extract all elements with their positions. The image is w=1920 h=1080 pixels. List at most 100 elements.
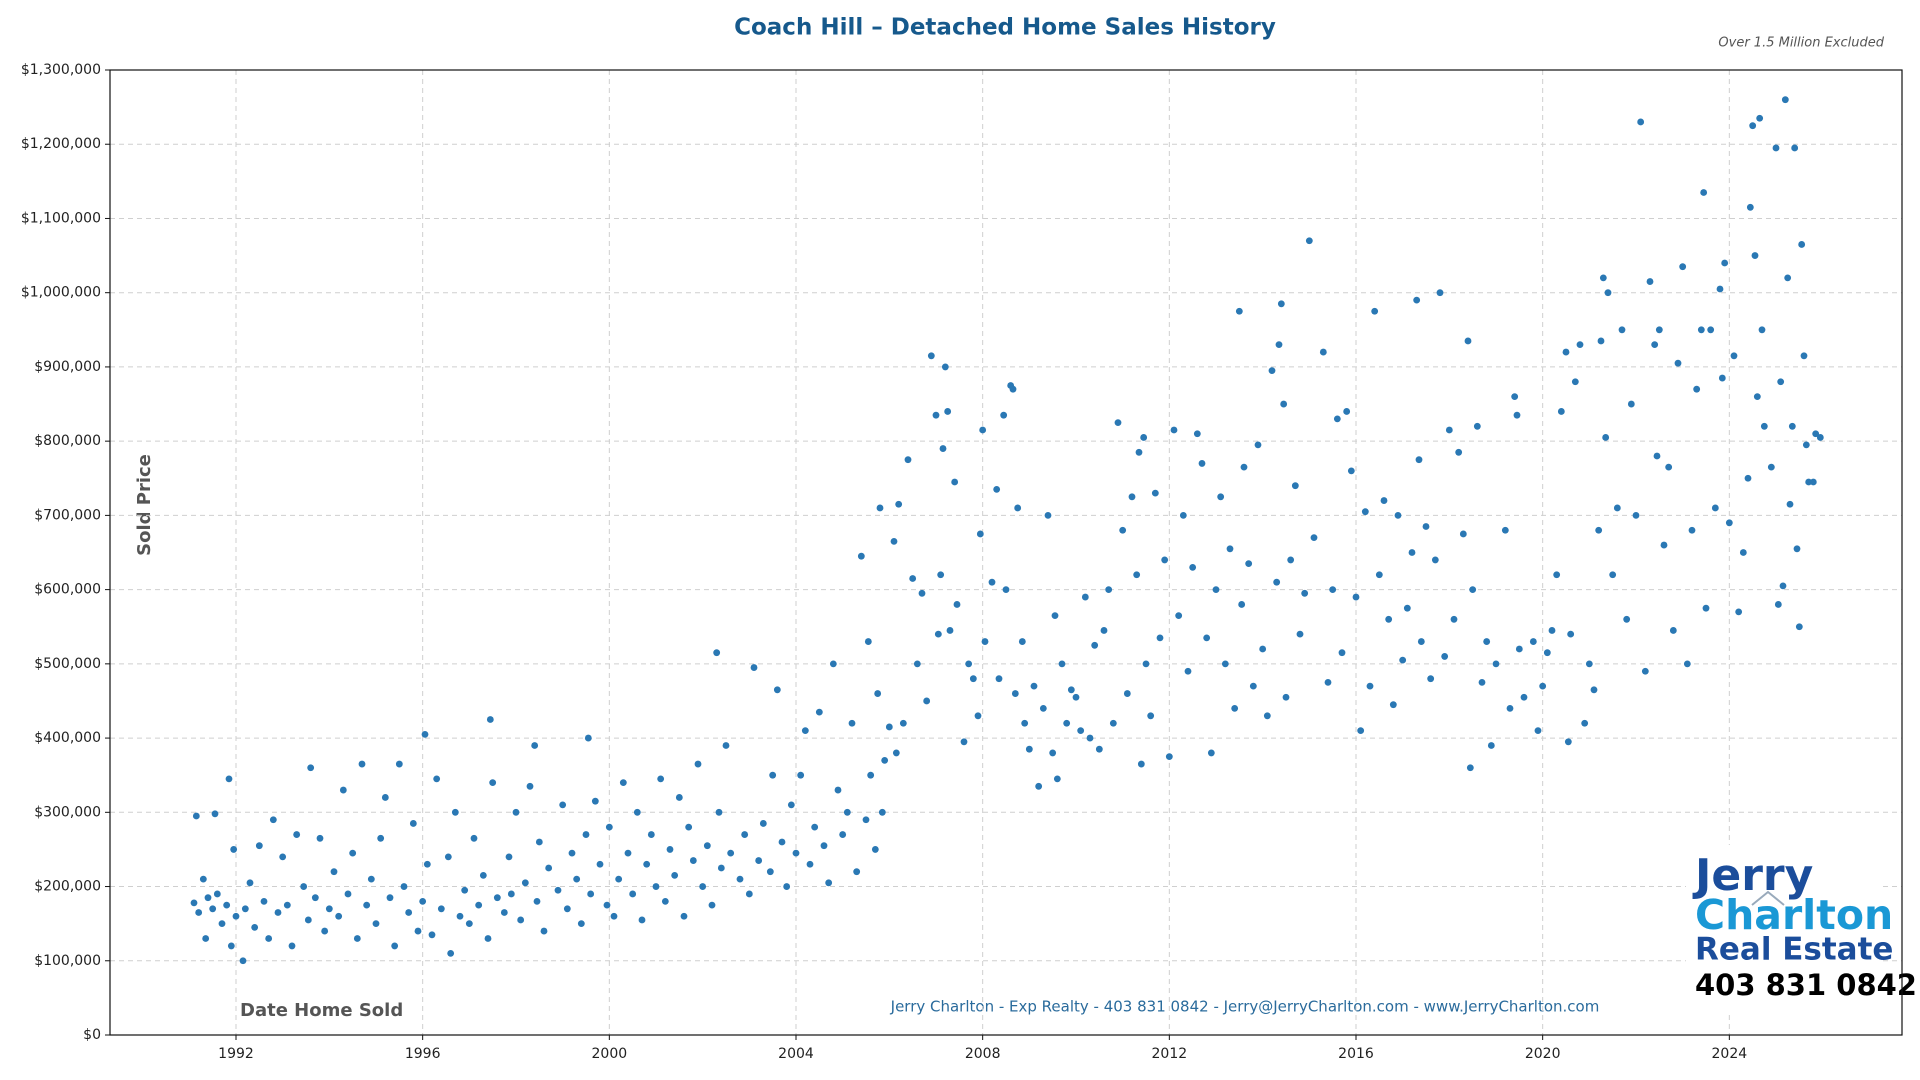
- point: [1207, 749, 1215, 757]
- point: [325, 905, 333, 913]
- y-tick-label: $500,000: [34, 656, 101, 672]
- footer: Jerry Charlton - Exp Realty - 403 831 08…: [890, 998, 1600, 1016]
- point: [923, 697, 931, 705]
- point: [934, 630, 942, 638]
- point: [1529, 638, 1537, 645]
- point: [288, 942, 296, 950]
- point: [484, 935, 492, 942]
- point: [507, 890, 515, 898]
- point: [1347, 467, 1355, 475]
- point: [225, 775, 233, 783]
- point: [568, 849, 576, 857]
- point: [395, 760, 403, 768]
- point: [246, 879, 254, 887]
- point: [629, 890, 637, 898]
- point: [1151, 489, 1159, 497]
- point: [1809, 478, 1817, 486]
- point: [1721, 259, 1729, 267]
- point: [227, 942, 235, 950]
- point: [1653, 452, 1661, 460]
- x-tick-label: 2016: [1338, 1046, 1374, 1062]
- point: [937, 571, 945, 579]
- point: [685, 823, 693, 831]
- point: [1487, 742, 1495, 749]
- x-tick-label: 1996: [405, 1046, 441, 1062]
- point: [559, 801, 567, 809]
- point: [615, 875, 623, 883]
- point: [1774, 601, 1782, 608]
- point: [1735, 608, 1743, 616]
- point: [577, 920, 585, 928]
- point: [1543, 649, 1551, 657]
- point: [722, 742, 730, 749]
- point: [358, 760, 366, 768]
- point: [1137, 760, 1145, 768]
- point: [890, 537, 898, 545]
- point: [892, 749, 900, 757]
- point: [1254, 441, 1262, 449]
- point: [1305, 237, 1313, 245]
- point: [1595, 526, 1603, 534]
- point: [1263, 712, 1271, 720]
- point: [1674, 359, 1682, 367]
- point: [1338, 649, 1346, 657]
- point: [666, 846, 674, 853]
- point: [1165, 753, 1173, 761]
- y-tick-label: $700,000: [34, 507, 101, 523]
- point: [1385, 615, 1393, 623]
- point: [1515, 645, 1523, 653]
- point: [1135, 448, 1143, 456]
- point: [1618, 326, 1626, 334]
- point: [400, 883, 408, 890]
- point: [293, 831, 301, 838]
- logo-roof: [1751, 890, 1785, 906]
- logo-line: Charlton: [1695, 891, 1893, 939]
- point: [778, 838, 786, 846]
- point: [339, 786, 347, 794]
- y-tick-label: $1,100,000: [21, 210, 101, 226]
- point: [1613, 504, 1621, 512]
- point: [377, 834, 385, 842]
- point: [1240, 463, 1248, 471]
- x-tick-label: 2020: [1525, 1046, 1561, 1062]
- point: [766, 868, 774, 876]
- logo-line: Jerry: [1692, 850, 1813, 901]
- point: [876, 504, 884, 512]
- point: [1009, 385, 1017, 393]
- point: [505, 853, 513, 861]
- point: [1231, 704, 1239, 712]
- point: [853, 868, 861, 876]
- point: [843, 808, 851, 816]
- point: [932, 411, 940, 419]
- point: [1324, 679, 1332, 686]
- point: [787, 801, 795, 809]
- point: [1280, 400, 1288, 408]
- point: [1501, 526, 1509, 534]
- point: [862, 816, 870, 824]
- point: [745, 890, 753, 898]
- point: [895, 500, 903, 508]
- point: [1268, 367, 1276, 375]
- point: [381, 794, 389, 801]
- point: [307, 764, 315, 772]
- y-tick-label: $0: [83, 1027, 101, 1043]
- point: [1259, 645, 1267, 653]
- point: [1466, 764, 1474, 772]
- point: [1445, 426, 1453, 434]
- point: [1077, 727, 1085, 735]
- y-tick-label: $100,000: [34, 953, 101, 969]
- point: [633, 808, 641, 816]
- point: [512, 808, 520, 816]
- point: [563, 905, 571, 913]
- point: [927, 352, 935, 360]
- point: [867, 771, 875, 779]
- chart-title: Coach Hill – Detached Home Sales History: [734, 15, 1276, 41]
- point: [1777, 378, 1785, 386]
- point: [1123, 690, 1131, 697]
- point: [965, 660, 973, 668]
- point: [1791, 144, 1799, 152]
- point: [993, 486, 1001, 493]
- y-tick-label: $1,000,000: [21, 285, 101, 301]
- point: [769, 771, 777, 779]
- point: [657, 775, 665, 783]
